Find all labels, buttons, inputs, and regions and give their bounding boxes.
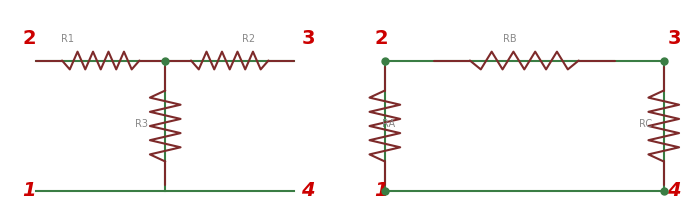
Text: 2: 2 <box>374 29 388 48</box>
Text: 1: 1 <box>22 181 36 200</box>
Text: RB: RB <box>503 34 517 44</box>
Text: 4: 4 <box>667 181 681 200</box>
Text: 2: 2 <box>22 29 36 48</box>
Text: 1: 1 <box>374 181 388 200</box>
Text: R1: R1 <box>61 34 74 44</box>
Text: 3: 3 <box>667 29 680 48</box>
Text: R3: R3 <box>135 119 148 129</box>
Text: 3: 3 <box>301 29 315 48</box>
Text: RA: RA <box>382 119 396 129</box>
Text: 4: 4 <box>301 181 315 200</box>
Text: R2: R2 <box>242 34 255 44</box>
Text: RC: RC <box>639 119 652 129</box>
